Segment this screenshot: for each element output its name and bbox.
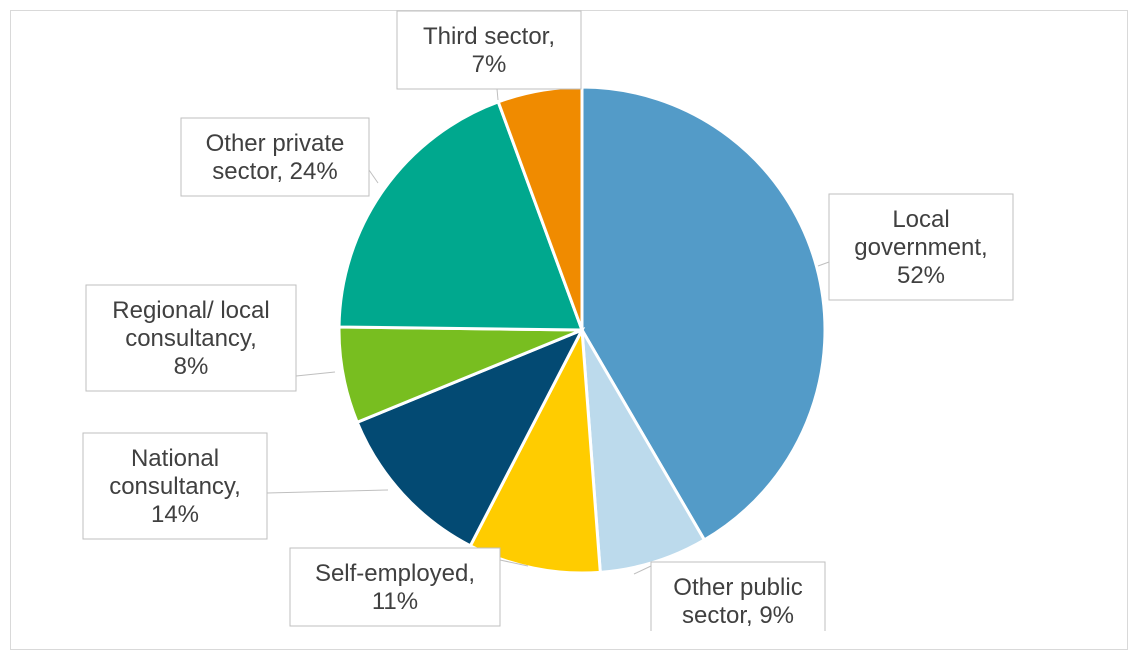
data-label-line: Other private [206, 130, 345, 157]
data-label-line: Other public [673, 574, 802, 601]
data-label-line: 14% [151, 501, 199, 528]
leader-line [266, 489, 389, 494]
pie-slice-local-government [580, 85, 827, 542]
data-label-line: Regional/ local [112, 297, 269, 324]
callout-box [396, 10, 582, 90]
data-label-line: sector, 24% [212, 158, 337, 185]
data-label-self-employed: Self-employed,11% [289, 547, 501, 627]
leader-line [295, 371, 336, 377]
data-label-line: 7% [472, 51, 507, 78]
leader-lines [266, 88, 830, 575]
leader-line [496, 88, 499, 101]
data-label-line: consultancy, [125, 325, 257, 352]
pie-slice-third-sector [496, 85, 584, 331]
leader-line [817, 261, 830, 267]
callout-box [85, 284, 297, 392]
callout-box [289, 547, 501, 627]
callout-box [650, 561, 826, 631]
data-label-third-sector: Third sector,7% [396, 10, 582, 90]
data-label-line: 11% [372, 588, 418, 615]
data-label-line: National [131, 445, 219, 472]
callout-box [180, 117, 370, 197]
pie-slice-national-consultancy [355, 327, 586, 548]
leader-line [368, 169, 379, 184]
data-label-line: consultancy, [109, 473, 241, 500]
data-label-line: government, [854, 234, 987, 261]
leader-line [633, 565, 652, 575]
pie-slices [337, 85, 827, 575]
data-label-line: 8% [174, 353, 209, 380]
data-label-line: Self-employed, [315, 560, 475, 587]
callout-box [828, 193, 1014, 301]
data-label-line: 52% [897, 262, 945, 289]
pie-slice-other-private-sector [337, 99, 585, 332]
data-label-line: sector, 9% [682, 602, 794, 629]
callout-box [82, 432, 268, 540]
data-label-line: Third sector, [423, 23, 555, 50]
data-label-line: Local [892, 206, 949, 233]
leader-line [499, 559, 529, 567]
